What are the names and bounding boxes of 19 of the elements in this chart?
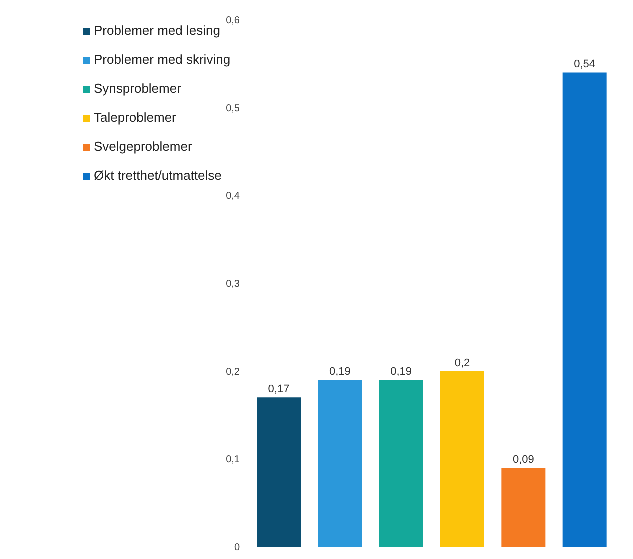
- y-tick-label: 0,2: [226, 366, 240, 378]
- data-label: 0,54: [574, 58, 596, 71]
- y-tick-label: 0,3: [226, 279, 240, 290]
- data-label: 0,17: [268, 384, 290, 396]
- data-label: 0,09: [512, 454, 534, 466]
- legend-label: Problemer med skriving: [94, 52, 231, 67]
- legend-label: Taleproblemer: [94, 110, 176, 125]
- y-tick-label: 0: [234, 542, 240, 554]
- data-label: 0,19: [329, 366, 351, 378]
- legend-label: Synsproblemer: [94, 81, 182, 96]
- legend-label: Økt tretthet/utmattelse: [94, 168, 222, 183]
- legend-label: Problemer med lesing: [94, 23, 220, 38]
- y-tick-label: 0,4: [226, 191, 240, 202]
- data-label: 0,2: [454, 357, 470, 370]
- y-tick-label: 0,6: [226, 16, 240, 27]
- data-label: 0,19: [390, 366, 412, 378]
- legend-label: Svelgeproblemer: [94, 139, 192, 154]
- y-tick-label: 0,5: [226, 103, 240, 114]
- y-tick-label: 0,1: [226, 454, 240, 466]
